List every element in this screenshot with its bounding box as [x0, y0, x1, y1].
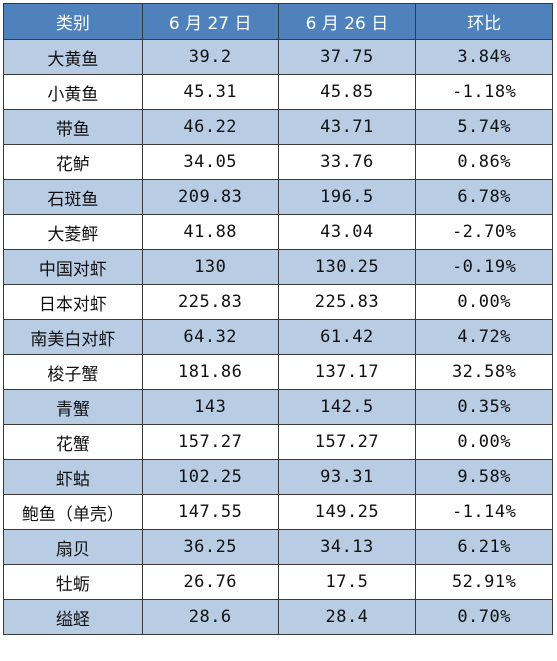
header-category: 类别 — [3, 3, 143, 40]
jun27-price-cell: 34.05 — [141, 144, 279, 180]
category-cell: 虾蛄 — [3, 459, 143, 495]
jun26-price-cell: 28.4 — [277, 599, 417, 635]
jun26-price-cell: 93.31 — [277, 459, 417, 495]
change-cell: 0.00% — [415, 284, 553, 320]
jun26-price-cell: 33.76 — [277, 144, 417, 180]
jun27-price-cell: 41.88 — [141, 214, 279, 250]
jun27-price-cell: 64.32 — [141, 319, 279, 355]
change-cell: 3.84% — [415, 39, 553, 75]
change-cell: -1.18% — [415, 74, 553, 110]
table-row: 大黄鱼 39.2 37.75 3.84% — [3, 39, 553, 75]
jun26-price-cell: 137.17 — [277, 354, 417, 390]
table-row: 日本对虾 225.83 225.83 0.00% — [3, 284, 553, 320]
category-cell: 青蟹 — [3, 389, 143, 425]
change-cell: 6.21% — [415, 529, 553, 565]
table-row: 扇贝 36.25 34.13 6.21% — [3, 529, 553, 565]
table-row: 小黄鱼 45.31 45.85 -1.18% — [3, 74, 553, 110]
jun27-price-cell: 36.25 — [141, 529, 279, 565]
jun26-price-cell: 17.5 — [277, 564, 417, 600]
table-row: 中国对虾 130 130.25 -0.19% — [3, 249, 553, 285]
category-cell: 牡蛎 — [3, 564, 143, 600]
jun26-price-cell: 142.5 — [277, 389, 417, 425]
table-row: 青蟹 143 142.5 0.35% — [3, 389, 553, 425]
category-cell: 南美白对虾 — [3, 319, 143, 355]
category-cell: 鲍鱼（单壳） — [3, 494, 143, 530]
price-table-container: 类别 6 月 27 日 6 月 26 日 环比 大黄鱼 39.2 37.75 3.84… — [3, 3, 553, 635]
jun27-price-cell: 46.22 — [141, 109, 279, 145]
jun26-price-cell: 34.13 — [277, 529, 417, 565]
jun27-price-cell: 102.25 — [141, 459, 279, 495]
header-jun27: 6 月 27 日 — [141, 3, 279, 40]
change-cell: -0.19% — [415, 249, 553, 285]
category-cell: 石斑鱼 — [3, 179, 143, 215]
table-row: 南美白对虾 64.32 61.42 4.72% — [3, 319, 553, 355]
table-row: 虾蛄 102.25 93.31 9.58% — [3, 459, 553, 495]
jun27-price-cell: 26.76 — [141, 564, 279, 600]
jun27-price-cell: 28.6 — [141, 599, 279, 635]
table-row: 缢蛏 28.6 28.4 0.70% — [3, 599, 553, 635]
category-cell: 带鱼 — [3, 109, 143, 145]
jun26-price-cell: 61.42 — [277, 319, 417, 355]
category-cell: 小黄鱼 — [3, 74, 143, 110]
table-row: 带鱼 46.22 43.71 5.74% — [3, 109, 553, 145]
category-cell: 日本对虾 — [3, 284, 143, 320]
table-row: 石斑鱼 209.83 196.5 6.78% — [3, 179, 553, 215]
change-cell: 52.91% — [415, 564, 553, 600]
change-cell: 0.86% — [415, 144, 553, 180]
change-cell: 9.58% — [415, 459, 553, 495]
category-cell: 花鲈 — [3, 144, 143, 180]
category-cell: 中国对虾 — [3, 249, 143, 285]
table-row: 花鲈 34.05 33.76 0.86% — [3, 144, 553, 180]
table-row: 花蟹 157.27 157.27 0.00% — [3, 424, 553, 460]
change-cell: 5.74% — [415, 109, 553, 145]
change-cell: 0.70% — [415, 599, 553, 635]
table-row: 梭子蟹 181.86 137.17 32.58% — [3, 354, 553, 390]
jun26-price-cell: 225.83 — [277, 284, 417, 320]
change-cell: 0.35% — [415, 389, 553, 425]
jun27-price-cell: 225.83 — [141, 284, 279, 320]
jun27-price-cell: 157.27 — [141, 424, 279, 460]
category-cell: 花蟹 — [3, 424, 143, 460]
jun26-price-cell: 37.75 — [277, 39, 417, 75]
jun27-price-cell: 209.83 — [141, 179, 279, 215]
change-cell: 6.78% — [415, 179, 553, 215]
change-cell: -1.14% — [415, 494, 553, 530]
change-cell: 0.00% — [415, 424, 553, 460]
change-cell: 4.72% — [415, 319, 553, 355]
jun26-price-cell: 45.85 — [277, 74, 417, 110]
jun26-price-cell: 43.71 — [277, 109, 417, 145]
jun27-price-cell: 181.86 — [141, 354, 279, 390]
change-cell: 32.58% — [415, 354, 553, 390]
jun27-price-cell: 143 — [141, 389, 279, 425]
category-cell: 梭子蟹 — [3, 354, 143, 390]
category-cell: 大黄鱼 — [3, 39, 143, 75]
jun26-price-cell: 157.27 — [277, 424, 417, 460]
jun26-price-cell: 149.25 — [277, 494, 417, 530]
change-cell: -2.70% — [415, 214, 553, 250]
jun27-price-cell: 39.2 — [141, 39, 279, 75]
category-cell: 缢蛏 — [3, 599, 143, 635]
header-jun26: 6 月 26 日 — [277, 3, 417, 40]
jun27-price-cell: 45.31 — [141, 74, 279, 110]
jun26-price-cell: 130.25 — [277, 249, 417, 285]
price-table: 类别 6 月 27 日 6 月 26 日 环比 大黄鱼 39.2 37.75 3.84… — [3, 3, 553, 635]
jun27-price-cell: 130 — [141, 249, 279, 285]
jun26-price-cell: 43.04 — [277, 214, 417, 250]
table-row: 牡蛎 26.76 17.5 52.91% — [3, 564, 553, 600]
table-header-row: 类别 6 月 27 日 6 月 26 日 环比 — [3, 3, 553, 40]
header-change: 环比 — [415, 3, 553, 40]
jun26-price-cell: 196.5 — [277, 179, 417, 215]
table-row: 大菱鲆 41.88 43.04 -2.70% — [3, 214, 553, 250]
category-cell: 扇贝 — [3, 529, 143, 565]
jun27-price-cell: 147.55 — [141, 494, 279, 530]
table-row: 鲍鱼（单壳） 147.55 149.25 -1.14% — [3, 494, 553, 530]
category-cell: 大菱鲆 — [3, 214, 143, 250]
